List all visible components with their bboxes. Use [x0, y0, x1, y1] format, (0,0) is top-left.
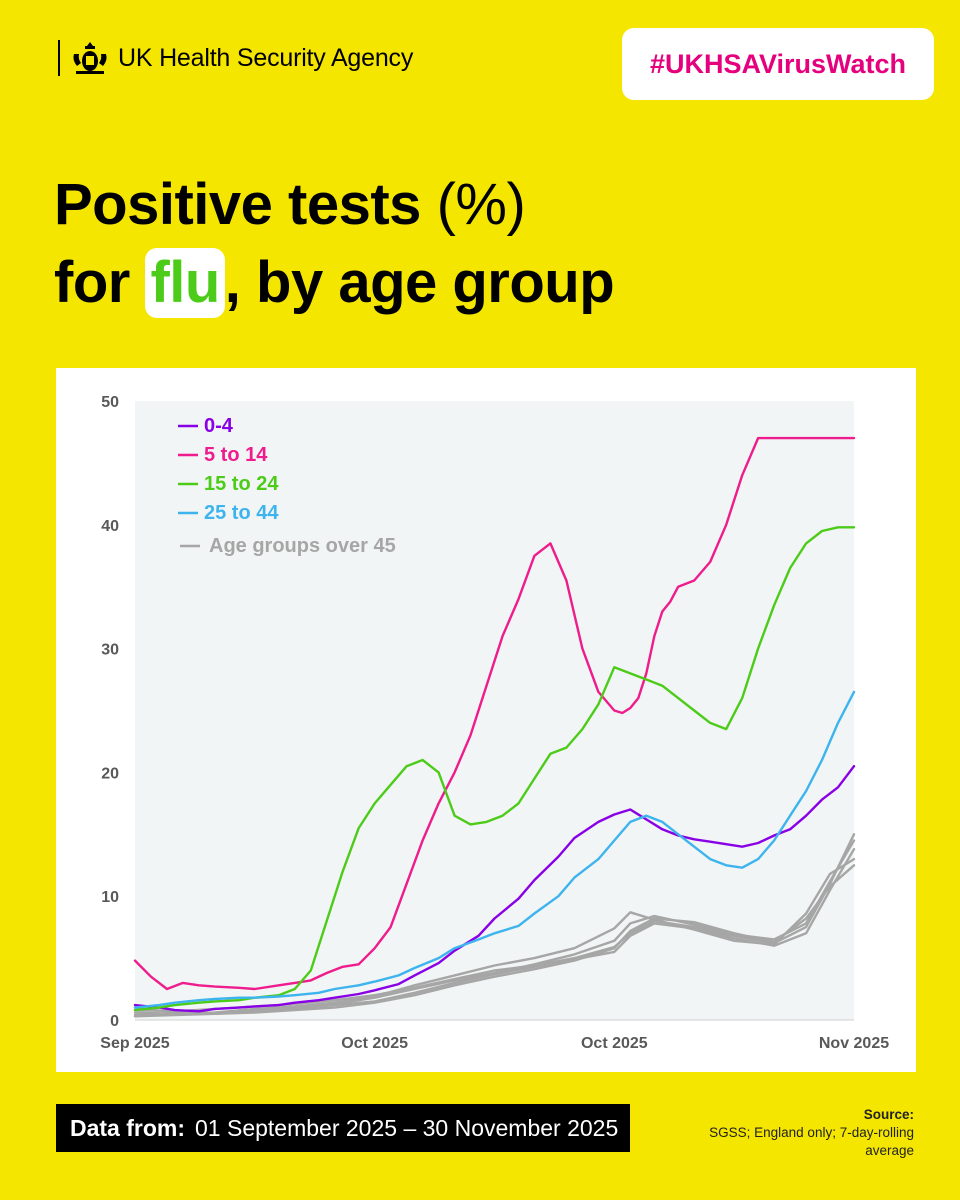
legend-label: 0-4	[204, 415, 234, 437]
agency-brand: UK Health Security Agency	[58, 40, 413, 76]
data-from-label: Data from:	[70, 1114, 186, 1141]
x-tick-label: Oct 2025	[341, 1035, 408, 1052]
series-line-15-to-24	[133, 526, 856, 1012]
legend-label: 15 to 24	[204, 473, 279, 495]
title-prefix: for	[54, 250, 146, 315]
hashtag-text: #UKHSAVirusWatch	[649, 48, 907, 79]
legend-label: Age groups over 45	[209, 535, 396, 557]
page-title: Positive tests (%) for flu, by age group	[54, 166, 914, 322]
source-text: SGSS; England only; 7-day-rolling averag…	[709, 1125, 914, 1158]
source-note: Source: SGSS; England only; 7-day-rollin…	[674, 1106, 914, 1160]
y-tick-label: 10	[101, 889, 119, 906]
data-from-range: 01 September 2025 – 30 November 2025	[195, 1114, 619, 1141]
series-line-5-to-14	[133, 436, 856, 991]
x-tick-label: Oct 2025	[581, 1035, 648, 1052]
chart-card: 0 10 20 30 40 50 Sep 2025 Oct 2025 Oct 2025 Nov 2…	[56, 368, 916, 1072]
hashtag-badge: #UKHSAVirusWatch	[622, 28, 934, 100]
series-line-0-4	[133, 765, 856, 1013]
x-tick-label: Nov 2025	[819, 1035, 889, 1052]
title-main-text: Positive tests	[54, 172, 421, 237]
legend-label: 25 to 44	[204, 502, 279, 524]
series-line-age-groups-over-45	[133, 864, 856, 1018]
data-range-box: Data from: 01 September 2025 – 30 Novemb…	[56, 1104, 631, 1152]
y-tick-label: 20	[101, 765, 119, 782]
y-tick-label: 40	[101, 518, 119, 535]
flu-highlight: flu	[145, 248, 225, 318]
x-tick-label: Sep 2025	[100, 1035, 169, 1052]
title-line-1: Positive tests (%)	[54, 166, 914, 244]
title-unit-text: (%)	[420, 172, 526, 237]
title-suffix: , by age group	[224, 250, 615, 315]
agency-name: UK Health Security Agency	[118, 43, 414, 72]
y-tick-label: 50	[101, 394, 119, 411]
title-line-2: for flu, by age group	[54, 244, 914, 322]
legend-label: 5 to 14	[204, 444, 268, 466]
plot-area	[135, 401, 854, 1020]
line-chart: 0 10 20 30 40 50 Sep 2025 Oct 2025 Oct 2025 Nov 2…	[100, 394, 889, 1052]
brand-divider	[58, 40, 60, 76]
source-title: Source:	[863, 1107, 914, 1122]
royal-crest-icon	[73, 42, 107, 74]
series-line-age-groups-over-45	[133, 857, 856, 1015]
y-tick-label: 0	[110, 1013, 119, 1030]
series-line-25-to-44	[133, 690, 856, 1009]
y-tick-label: 30	[101, 642, 119, 659]
